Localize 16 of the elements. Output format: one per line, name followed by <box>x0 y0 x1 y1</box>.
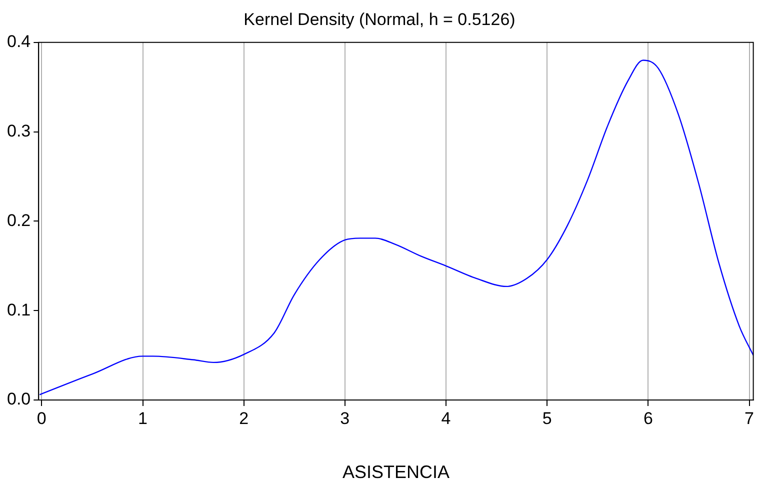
x-tick-label: 4 <box>441 408 451 428</box>
x-tick-label: 0 <box>36 408 46 428</box>
y-tick-label: 0.0 <box>6 390 31 409</box>
x-tick-label: 3 <box>340 408 350 428</box>
x-tick-label: 7 <box>744 408 754 428</box>
y-tick-label: 0.1 <box>6 300 31 320</box>
y-tick-label: 0.4 <box>6 32 31 52</box>
y-tick-label: 0.2 <box>6 210 31 230</box>
chart-title: Kernel Density (Normal, h = 0.5126) <box>244 10 516 29</box>
line-series <box>39 60 754 396</box>
x-axis-title: ASISTENCIA <box>342 462 450 482</box>
x-tick-label: 1 <box>138 408 148 428</box>
x-tick-label: 6 <box>643 408 653 428</box>
x-tick-label: 2 <box>239 408 249 428</box>
y-tick-label: 0.3 <box>6 121 31 140</box>
x-tick-label: 5 <box>542 408 552 428</box>
